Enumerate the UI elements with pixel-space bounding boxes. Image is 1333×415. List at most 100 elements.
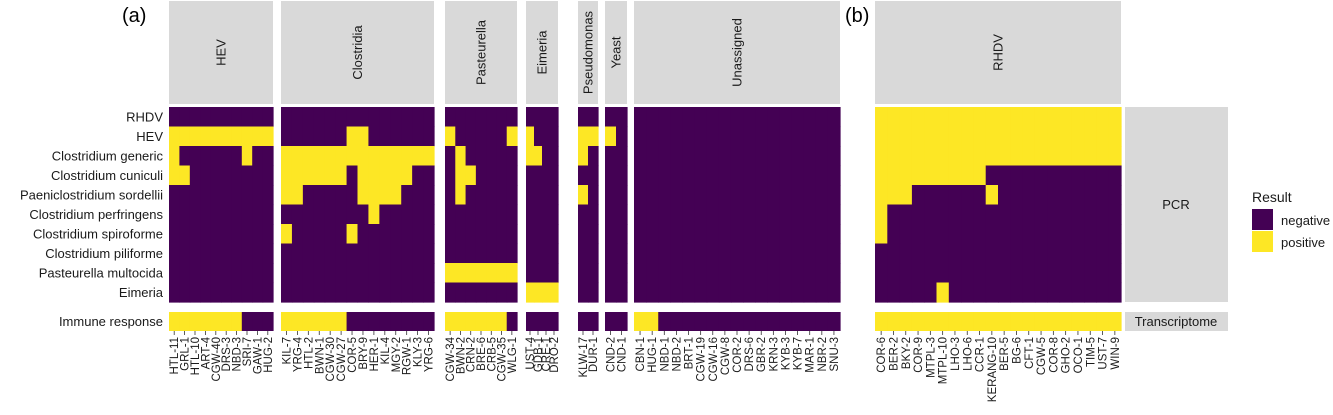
- cell-rhdv-lho-3-clostridium-generic: [948, 146, 962, 167]
- cell-unassigned-cgw-19-rhdv: [694, 107, 708, 128]
- cell-clostridia-her-1-clostridium-perfringens: [368, 204, 380, 225]
- cell-clostridia-yrg-6-eimeria: [423, 282, 435, 303]
- cell-hev-hug-2-clostridium-spiroforme: [262, 224, 274, 245]
- cell-unassigned-nbr-2-clostridium-piliforme: [815, 243, 829, 264]
- cell-hev-gaw-1-pasteurella-multocida: [252, 263, 264, 284]
- facet-pasteurella: Pasteurella CGW-34BWN-2CRN-2BRE-6CRB-5CGW…: [445, 1, 519, 382]
- cell-clostridia-yrg-4-clostridium-perfringens: [291, 204, 304, 225]
- cell-unassigned-gbr-2-rhdv: [755, 107, 768, 128]
- cell-clostridia-cgw-30-rhdv: [324, 107, 337, 128]
- x-tick-label-wlg-1: WLG-1: [507, 337, 519, 373]
- cell-rhdv-cft-1-immune-response: [1022, 312, 1036, 331]
- cell-clostridia-mgy-2-hev: [390, 126, 402, 147]
- x-tick-label-gho-2: GHO-2: [1061, 337, 1073, 373]
- cell-pasteurella-cgw-34-eimeria: [445, 282, 456, 303]
- legend-title: Result: [1252, 189, 1292, 205]
- cell-pasteurella-wlg-1-clostridium-cuniculi: [506, 165, 518, 186]
- cell-eimeria-gdb-1-paeniclostridium-sordellii: [534, 185, 543, 206]
- cell-unassigned-drs-6-immune-response: [743, 312, 756, 331]
- x-tick-label-hug-2: HUG-2: [263, 337, 275, 373]
- cell-unassigned-nbd-1-eimeria: [658, 282, 671, 303]
- cell-unassigned-cgw-16-clostridium-cuniculi: [706, 165, 720, 186]
- cell-unassigned-krn-3-pasteurella-multocida: [767, 263, 781, 284]
- cell-clostridia-kil-4-rhdv: [379, 107, 391, 128]
- cell-unassigned-snu-3-eimeria: [827, 282, 841, 303]
- cell-hev-grl-1-clostridium-piliforme: [179, 243, 191, 264]
- cell-clostridia-cor-5-clostridium-piliforme: [346, 243, 359, 264]
- cell-pasteurella-wlg-1-rhdv: [506, 107, 518, 128]
- cell-rhdv-ber-5-clostridium-spiroforme: [998, 224, 1011, 245]
- cell-clostridia-htl-2-clostridium-perfringens: [302, 204, 315, 225]
- cell-unassigned-nbr-2-hev: [815, 126, 829, 147]
- cell-unassigned-cgw-8-clostridium-spiroforme: [718, 224, 732, 245]
- cell-pasteurella-cgw-35-rhdv: [496, 107, 508, 128]
- cell-rhdv-oco-1-clostridium-perfringens: [1071, 204, 1085, 225]
- facet-strip-eimeria: [526, 1, 558, 104]
- facet-strip-label-pasteurella: Pasteurella: [474, 19, 489, 85]
- cell-rhdv-ber-5-clostridium-piliforme: [998, 243, 1011, 264]
- cell-rhdv-ber-5-rhdv: [998, 107, 1011, 128]
- cell-unassigned-hug-1-clostridium-generic: [646, 146, 659, 167]
- cell-rhdv-cor-6-paeniclostridium-sordellii: [875, 185, 888, 206]
- cell-eimeria-ust-4-clostridium-cuniculi: [526, 165, 535, 186]
- cell-rhdv-tim-5-paeniclostridium-sordellii: [1084, 185, 1097, 206]
- cell-hev-sri-7-eimeria: [241, 282, 253, 303]
- cell-rhdv-kerang-10-clostridium-spiroforme: [985, 224, 999, 245]
- cell-yeast-cnd-1-paeniclostridium-sordellii: [616, 185, 628, 206]
- cell-pasteurella-cgw-35-hev: [496, 126, 508, 147]
- cell-rhdv-ccr-1-clostridium-spiroforme: [973, 224, 987, 245]
- cell-eimeria-ust-4-clostridium-spiroforme: [526, 224, 535, 245]
- cell-rhdv-cor-8-hev: [1047, 126, 1061, 147]
- cell-unassigned-brt-1-paeniclostridium-sordellii: [682, 185, 696, 206]
- cell-pasteurella-crb-5-clostridium-cuniculi: [486, 165, 498, 186]
- cell-clostridia-yrg-6-clostridium-piliforme: [423, 243, 435, 264]
- cell-hev-gaw-1-rhdv: [252, 107, 264, 128]
- cell-rhdv-bky-2-immune-response: [899, 312, 913, 331]
- cell-unassigned-cgw-8-eimeria: [718, 282, 732, 303]
- cell-hev-cgw-40-immune-response: [210, 312, 222, 331]
- cell-rhdv-mtpl-3-hev: [924, 126, 938, 147]
- cell-rhdv-bky-2-clostridium-spiroforme: [899, 224, 913, 245]
- row-strip-pcr: [1125, 107, 1228, 302]
- cell-unassigned-drs-6-clostridium-cuniculi: [743, 165, 756, 186]
- cell-pasteurella-bwn-2-clostridium-piliforme: [455, 243, 467, 264]
- cell-unassigned-krn-3-rhdv: [767, 107, 781, 128]
- cell-unassigned-drs-6-rhdv: [743, 107, 756, 128]
- x-tick-label-crn-2: CRN-2: [466, 337, 478, 372]
- x-tick-label-lho-3: LHO-3: [950, 337, 962, 371]
- cell-clostridia-cgw-27-clostridium-spiroforme: [335, 224, 348, 245]
- cell-clostridia-cor-5-paeniclostridium-sordellii: [346, 185, 359, 206]
- cell-clostridia-yrg-4-hev: [291, 126, 304, 147]
- cell-eimeria-gdb-1-clostridium-piliforme: [534, 243, 543, 264]
- cell-pasteurella-bre-6-clostridium-cuniculi: [475, 165, 487, 186]
- cell-unassigned-mar-1-paeniclostridium-sordellii: [803, 185, 817, 206]
- x-tick-label-gbr-2: GBR-2: [756, 337, 768, 372]
- cell-pasteurella-crb-5-immune-response: [486, 312, 498, 331]
- cell-eimeria-dro-2-clostridium-generic: [550, 146, 559, 167]
- cell-pasteurella-bwn-2-eimeria: [455, 282, 467, 303]
- cell-rhdv-ccr-1-immune-response: [973, 312, 987, 331]
- cell-eimeria-gdb-1-rhdv: [534, 107, 543, 128]
- cell-hev-cgw-40-eimeria: [210, 282, 222, 303]
- cell-unassigned-cbn-1-rhdv: [634, 107, 647, 128]
- cell-unassigned-nbd-1-hev: [658, 126, 671, 147]
- row-strip-label-transcriptome: Transcriptome: [1135, 314, 1218, 329]
- cell-clostridia-kly-3-immune-response: [412, 312, 424, 331]
- cell-rhdv-cor-9-clostridium-piliforme: [911, 243, 925, 264]
- x-tick-label-ust-7: UST-7: [1098, 337, 1110, 370]
- cell-unassigned-kyb-3-pasteurella-multocida: [779, 263, 793, 284]
- cell-pseudomonas-dur-1-clostridium-spiroforme: [588, 224, 599, 245]
- cell-unassigned-cgw-19-clostridium-perfringens: [694, 204, 708, 225]
- cell-rhdv-cor-6-rhdv: [875, 107, 888, 128]
- cell-unassigned-nbr-2-paeniclostridium-sordellii: [815, 185, 829, 206]
- cell-rhdv-tim-5-clostridium-piliforme: [1084, 243, 1097, 264]
- cell-hev-htl-11-immune-response: [169, 312, 180, 331]
- x-tick-label-dro-2: DRO-2: [549, 337, 561, 373]
- cell-unassigned-cor-2-paeniclostridium-sordellii: [730, 185, 744, 206]
- cell-hev-sri-7-clostridium-generic: [241, 146, 253, 167]
- cell-rhdv-kerang-10-clostridium-cuniculi: [985, 165, 999, 186]
- cell-rhdv-lho-6-eimeria: [961, 282, 974, 303]
- cell-clostridia-mgy-2-pasteurella-multocida: [390, 263, 402, 284]
- cell-pasteurella-bwn-2-rhdv: [455, 107, 467, 128]
